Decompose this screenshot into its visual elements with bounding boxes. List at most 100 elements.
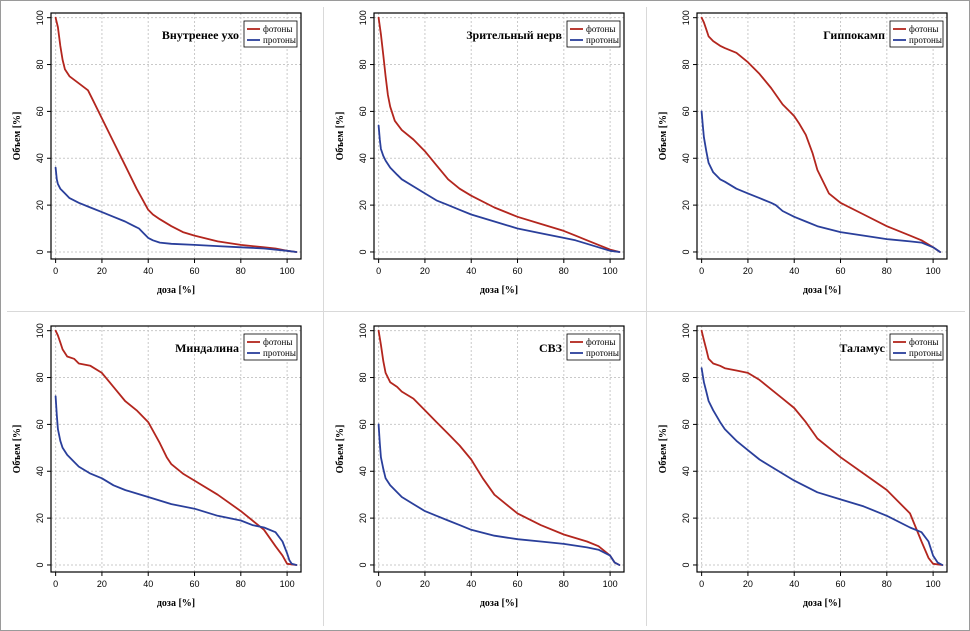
y-tick-label: 0 (681, 249, 691, 254)
y-tick-label: 0 (358, 249, 368, 254)
x-tick-label: 0 (699, 266, 704, 276)
protons-line (54, 395, 298, 566)
y-tick-label: 20 (358, 200, 368, 210)
x-tick-label: 20 (743, 579, 753, 589)
legend-label: протоны (263, 35, 296, 45)
y-tick-label: 0 (681, 562, 691, 567)
horizontal-divider (7, 311, 965, 312)
x-tick-label: 80 (882, 266, 892, 276)
x-tick-label: 80 (559, 266, 569, 276)
legend-label: фотоны (909, 24, 938, 34)
y-tick-label: 40 (358, 466, 368, 476)
legend-box (243, 20, 298, 48)
chart-title: Внутренее ухо (162, 28, 239, 42)
plot-frame (373, 12, 625, 260)
x-tick-label: 60 (513, 266, 523, 276)
x-axis-label: доза [%] (803, 285, 841, 296)
y-tick-label: 80 (358, 373, 368, 383)
x-tick-label: 0 (53, 266, 58, 276)
y-tick-label: 100 (358, 10, 368, 25)
y-tick-label: 80 (681, 60, 691, 70)
grid-lines (374, 13, 624, 259)
x-tick-label: 40 (143, 266, 153, 276)
x-tick-label: 100 (926, 579, 941, 589)
y-axis-label: Объем [%] (12, 425, 23, 474)
x-tick-label: 0 (376, 579, 381, 589)
x-tick-label: 40 (143, 579, 153, 589)
chart-panel-svz: 0 20 40 60 80 100 0 20 40 60 80 100 доза [%] Объем [%… (324, 314, 647, 629)
grid-lines (374, 326, 624, 572)
x-tick-label: 100 (280, 266, 295, 276)
grid-lines (51, 326, 301, 572)
x-tick-label: 60 (513, 579, 523, 589)
x-tick-label: 80 (882, 579, 892, 589)
y-tick-label: 60 (681, 419, 691, 429)
x-tick-label: 60 (190, 579, 200, 589)
y-tick-label: 80 (35, 373, 45, 383)
plot-frame (373, 325, 625, 573)
plot-frame (50, 12, 302, 260)
x-tick-label: 40 (789, 266, 799, 276)
y-axis-label: Объем [%] (335, 425, 346, 474)
x-tick-label: 20 (97, 579, 107, 589)
x-tick-label: 0 (53, 579, 58, 589)
grid-lines (697, 13, 947, 259)
legend-label: протоны (909, 348, 942, 358)
y-tick-label: 60 (35, 419, 45, 429)
y-tick-label: 40 (681, 466, 691, 476)
legend-box (243, 333, 298, 361)
y-tick-label: 40 (35, 153, 45, 163)
photons-line (700, 329, 944, 566)
y-axis-label: Объем [%] (12, 112, 23, 161)
photons-line (377, 16, 621, 253)
x-tick-label: 100 (603, 579, 618, 589)
chart-panel-amygdala: 0 20 40 60 80 100 0 20 40 60 80 100 доза [%] Объем [%… (1, 314, 324, 629)
legend-label: фотоны (909, 337, 938, 347)
x-tick-label: 60 (836, 266, 846, 276)
legend-label: фотоны (263, 337, 292, 347)
plot-frame (696, 325, 948, 573)
x-axis-label: доза [%] (480, 285, 518, 296)
x-tick-label: 100 (603, 266, 618, 276)
x-tick-label: 80 (559, 579, 569, 589)
x-tick-label: 40 (466, 266, 476, 276)
x-tick-label: 40 (789, 579, 799, 589)
chart-panel-hippocampus: 0 20 40 60 80 100 0 20 40 60 80 100 доза [%] Объем [%… (647, 1, 970, 316)
protons-line (377, 124, 621, 253)
y-tick-label: 80 (358, 60, 368, 70)
x-tick-label: 80 (236, 579, 246, 589)
chart-panel-optic-nerve: 0 20 40 60 80 100 0 20 40 60 80 100 доза [%] Объем [%… (324, 1, 647, 316)
protons-line (700, 367, 944, 566)
vertical-divider-left (323, 7, 324, 626)
x-tick-label: 0 (699, 579, 704, 589)
photons-line (700, 16, 942, 253)
chart-title: Миндалина (175, 341, 239, 355)
photons-line (54, 16, 298, 253)
legend-label: протоны (263, 348, 296, 358)
chart-svg-optic-nerve: 0 20 40 60 80 100 0 20 40 60 80 100 доза [%] Объем [%… (335, 10, 625, 296)
y-axis-label: Объем [%] (658, 425, 669, 474)
y-tick-label: 60 (681, 106, 691, 116)
legend-box (566, 333, 621, 361)
protons-line (700, 110, 942, 253)
legend-label: фотоны (263, 24, 292, 34)
x-tick-label: 20 (97, 266, 107, 276)
y-tick-label: 20 (35, 200, 45, 210)
chart-svg-amygdala: 0 20 40 60 80 100 0 20 40 60 80 100 доза [%] Объем [%… (12, 323, 302, 609)
y-tick-label: 20 (681, 513, 691, 523)
y-tick-label: 100 (35, 323, 45, 338)
x-tick-label: 20 (743, 266, 753, 276)
y-tick-label: 60 (358, 419, 368, 429)
y-tick-label: 0 (358, 562, 368, 567)
chart-svg-inner-ear: 0 20 40 60 80 100 0 20 40 60 80 100 доза [%] Объем [%… (12, 10, 302, 296)
y-axis-label: Объем [%] (335, 112, 346, 161)
y-tick-label: 20 (681, 200, 691, 210)
chart-svg-hippocampus: 0 20 40 60 80 100 0 20 40 60 80 100 доза [%] Объем [%… (658, 10, 948, 296)
y-axis-label: Объем [%] (658, 112, 669, 161)
legend-label: протоны (586, 348, 619, 358)
x-tick-label: 0 (376, 266, 381, 276)
protons-line (54, 166, 298, 253)
